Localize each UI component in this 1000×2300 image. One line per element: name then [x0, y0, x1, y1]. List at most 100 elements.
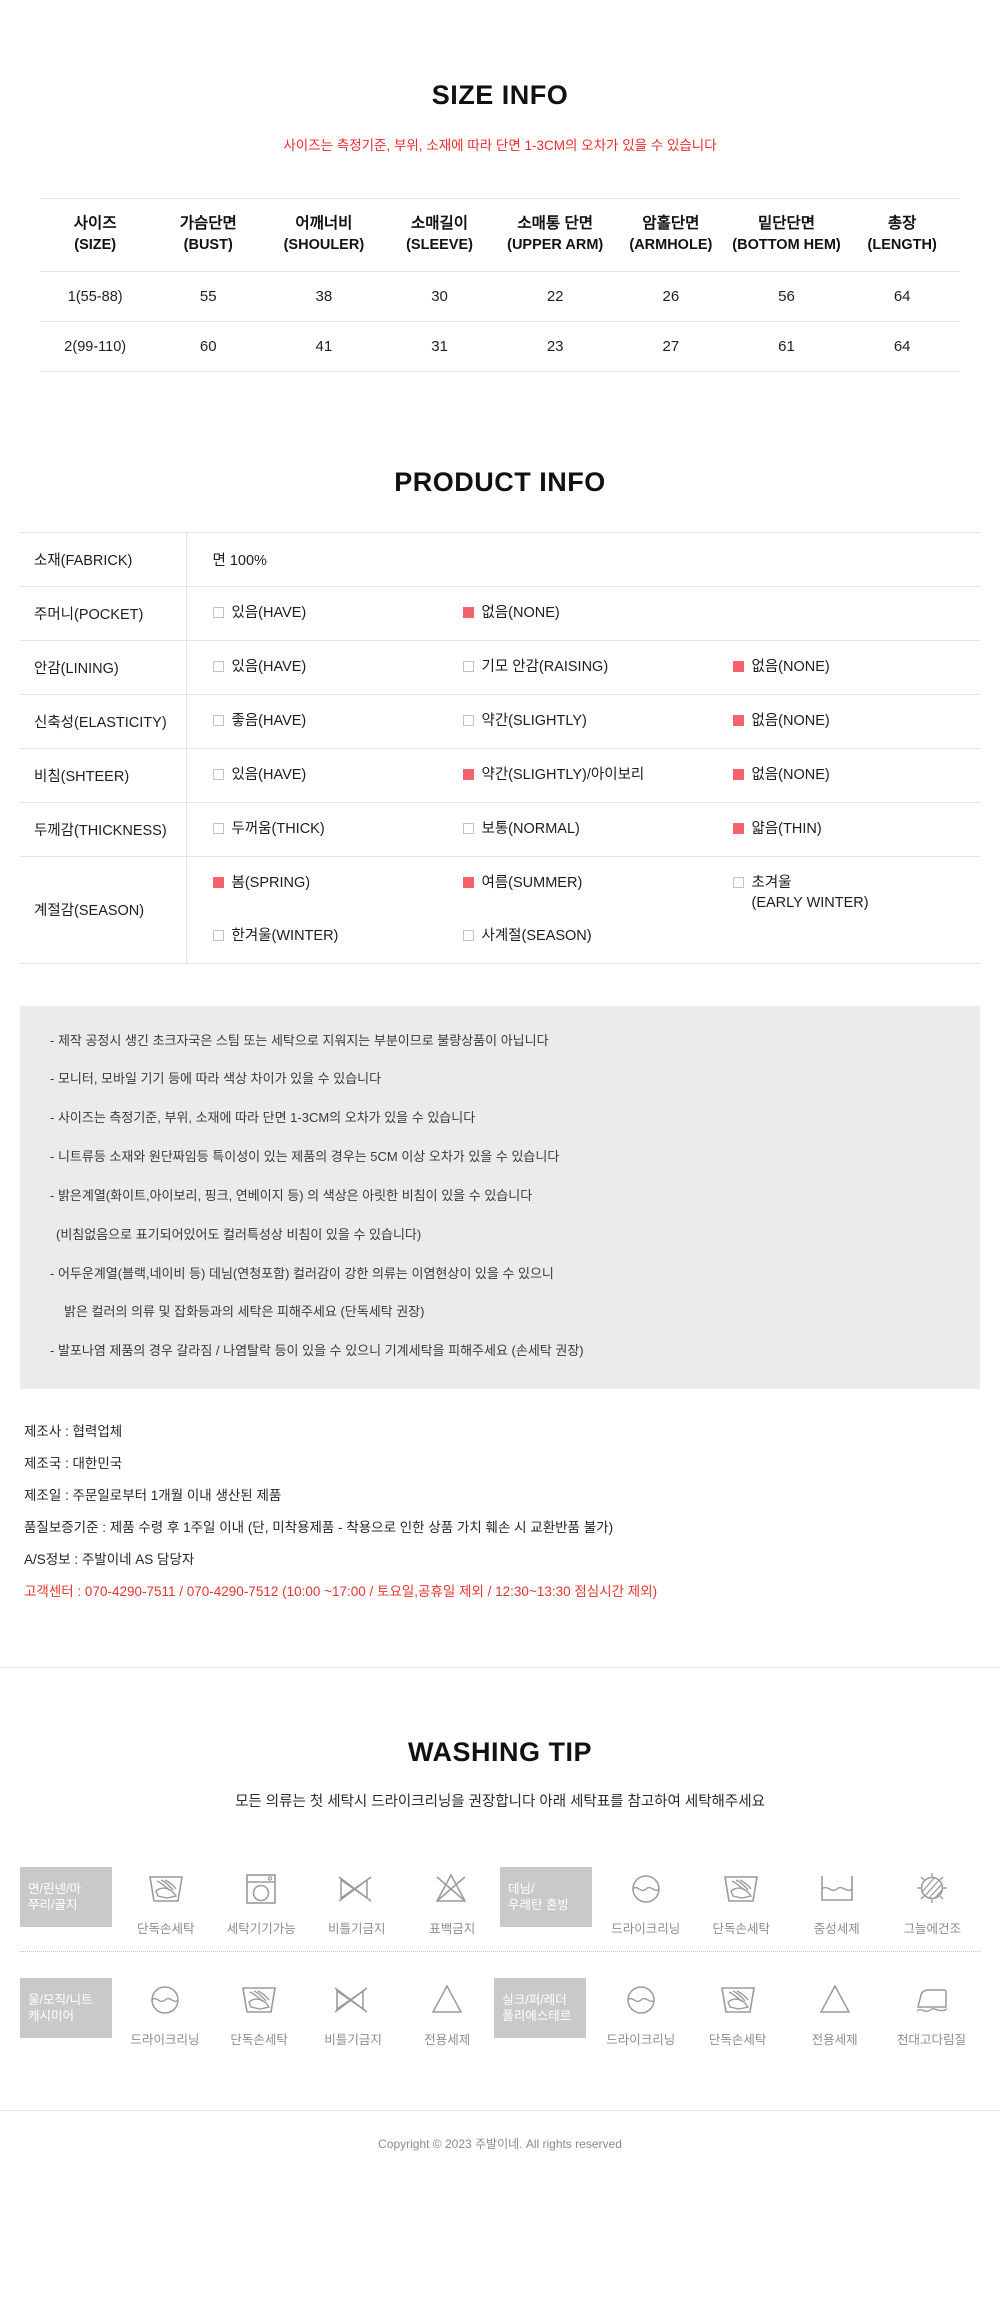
washing-symbol: 단독손세탁 [212, 1972, 306, 2048]
option-checkbox[interactable]: 두꺼움(THICK) [212, 819, 463, 840]
option-checkbox[interactable]: 있음(HAVE) [212, 603, 463, 624]
size-header-en: (SLEEVE) [406, 236, 473, 253]
washing-symbol: 그늘에건조 [885, 1861, 981, 1937]
option-checkbox[interactable]: 약간(SLIGHTLY)/아이보리 [462, 765, 733, 786]
size-header-en: (LENGTH) [867, 236, 937, 253]
checkbox-icon [462, 876, 474, 888]
symbol-label: 중성세제 [813, 1922, 860, 1937]
checkbox-icon [732, 823, 744, 834]
option-checkbox[interactable]: 기모 안감(RAISING) [462, 657, 733, 678]
symbol-label: 단독손세탁 [712, 1922, 770, 1937]
table-row: 계절감(SEASON) 봄(SPRING) 여름(SUMMER) [20, 856, 980, 964]
option-label: 두꺼움(THICK) [231, 821, 325, 837]
size-header-en: (SHOULER) [283, 236, 365, 253]
product-info-value: 두꺼움(THICK) 보통(NORMAL) 얇음(THIN) [186, 802, 980, 856]
option-checkbox[interactable]: 초겨울 (EARLY WINTER) [732, 873, 869, 914]
option-checkbox[interactable]: 봄(SPRING) [212, 873, 463, 894]
size-header-ko: 사이즈 [73, 214, 117, 232]
option-checkbox[interactable]: 보통(NORMAL) [462, 819, 733, 840]
symbol-label: 표백금지 [429, 1922, 476, 1937]
iron-with-cloth-icon [909, 1972, 955, 2024]
option-checkbox[interactable]: 없음(NONE) [732, 711, 830, 732]
option-checkbox[interactable]: 약간(SLIGHTLY) [462, 711, 733, 732]
option-label: 초겨울 [751, 874, 792, 891]
option-label: 없음(NONE) [751, 767, 830, 783]
table-row: 주머니(POCKET) 있음(HAVE) 없음(NONE) [20, 586, 980, 641]
checkbox-icon [212, 769, 224, 780]
option-label: 있음(HAVE) [231, 659, 307, 675]
washing-symbol: 단독손세탁 [694, 1861, 790, 1937]
option-checkbox[interactable]: 없음(NONE) [732, 765, 830, 786]
checkbox-icon [462, 661, 474, 672]
size-header-cell: 총장 (LENGTH) [844, 197, 960, 273]
no-wring-icon [330, 1972, 376, 2024]
checkbox-icon [212, 607, 224, 618]
machine-wash-icon [238, 1861, 284, 1913]
maker-line: 제조국 : 대한민국 [24, 1456, 123, 1472]
notice-line: - 발포나염 제품의 경우 갈라짐 / 나염탈락 등이 있을 수 있으니 기계세… [50, 1343, 584, 1359]
size-cell: 41 [266, 321, 382, 373]
category-line: 캐시미어 [28, 2009, 75, 2024]
table-row: 안감(LINING) 있음(HAVE) 기모 안감(RAISING) [20, 640, 980, 695]
special-detergent-icon [424, 1972, 470, 2024]
size-header-cell: 소매길이 (SLEEVE) [381, 197, 498, 273]
washing-row: 면/린넨/마 쭈리/골지 단독손세탁 세탁기기가능 [20, 1855, 980, 1947]
product-info-section: PRODUCT INFO 소재(FABRICK) 면 100% 주머니(POCK… [0, 372, 1000, 964]
checkbox-icon [732, 876, 744, 888]
washing-tip-subtitle: 모든 의류는 첫 세탁시 드라이크리닝을 권장합니다 아래 세탁표를 참고하여 … [235, 1794, 765, 1811]
special-detergent-icon [812, 1972, 858, 2024]
size-cell: 23 [497, 321, 614, 373]
option-label: 있음(HAVE) [231, 767, 307, 783]
washing-tip-title: WASHING TIP [407, 1736, 592, 1767]
washing-symbol: 표백금지 [405, 1861, 501, 1937]
fabric-category-badge: 실크/퍼/레더 폴리에스테르 [494, 1978, 587, 2039]
category-line: 쭈리/골지 [28, 1898, 78, 1913]
no-wring-icon [334, 1861, 380, 1913]
notice-line: - 사이즈는 측정기준, 부위, 소재에 따라 단면 1-3CM의 오차가 있을… [50, 1110, 476, 1126]
customer-center-line: 고객센터 : 070-4290-7511 / 070-4290-7512 (10… [24, 1583, 658, 1599]
hand-wash-icon [143, 1861, 189, 1913]
maker-info-section: 제조사 : 협력업체 제조국 : 대한민국 제조일 : 주문일로부터 1개월 이… [20, 1423, 980, 1601]
option-checkbox[interactable]: 좋음(HAVE) [212, 711, 463, 732]
option-checkbox[interactable]: 얇음(THIN) [732, 819, 822, 840]
size-header-cell: 가슴단면 (BUST) [150, 197, 267, 273]
size-info-section: SIZE INFO 사이즈는 측정기준, 부위, 소재에 따라 단면 1-3CM… [0, 0, 1000, 373]
size-cell: 55 [150, 271, 267, 323]
option-checkbox[interactable]: 여름(SUMMER) [462, 873, 733, 894]
size-header-ko: 소매길이 [411, 214, 469, 232]
size-header-en: (BUST) [183, 236, 233, 253]
category-line: 데님/ [508, 1882, 535, 1897]
fabric-value: 면 100% [212, 552, 267, 569]
option-checkbox[interactable]: 있음(HAVE) [212, 765, 463, 786]
dry-clean-icon [623, 1861, 669, 1913]
checkbox-icon [212, 823, 224, 834]
category-line: 폴리에스테르 [502, 2009, 572, 2024]
option-checkbox[interactable]: 있음(HAVE) [212, 657, 463, 678]
size-cell: 64 [844, 271, 960, 323]
dry-clean-icon [618, 1972, 664, 2024]
option-checkbox[interactable]: 사계절(SEASON) [462, 926, 733, 947]
option-label: 좋음(HAVE) [231, 713, 307, 729]
product-info-value: 있음(HAVE) 기모 안감(RAISING) 없음(NONE) [186, 640, 980, 694]
size-cell: 31 [381, 321, 498, 373]
option-checkbox[interactable]: 없음(NONE) [462, 603, 733, 624]
symbol-label: 단독손세탁 [136, 1922, 195, 1937]
option-label: 여름(SUMMER) [481, 874, 583, 891]
option-checkbox[interactable]: 한겨울(WINTER) [212, 926, 463, 947]
category-line: 실크/퍼/레더 [502, 1993, 567, 2008]
checkbox-icon [462, 607, 474, 618]
option-checkbox[interactable]: 없음(NONE) [732, 657, 830, 678]
checkbox-icon [732, 769, 744, 780]
option-label: 봄(SPRING) [231, 874, 311, 891]
copyright-text: Copyright © 2023 주발이네. All rights reserv… [378, 2137, 622, 2152]
option-label: 기모 안감(RAISING) [481, 659, 609, 675]
size-header-cell: 암홀단면 (ARMHOLE) [613, 197, 729, 273]
table-row: 2(99-110) 60 41 31 23 27 61 64 [40, 321, 960, 373]
size-header-cell: 밑단단면 (BOTTOM HEM) [728, 197, 845, 273]
size-info-title: SIZE INFO [431, 80, 569, 111]
table-row: 1(55-88) 55 38 30 22 26 56 64 [40, 271, 960, 323]
table-row: 소재(FABRICK) 면 100% [20, 532, 980, 587]
category-line: 면/린넨/마 [28, 1882, 81, 1897]
symbol-label: 드라이크리닝 [606, 2033, 676, 2048]
size-header-cell: 어깨너비 (SHOULER) [266, 197, 382, 273]
